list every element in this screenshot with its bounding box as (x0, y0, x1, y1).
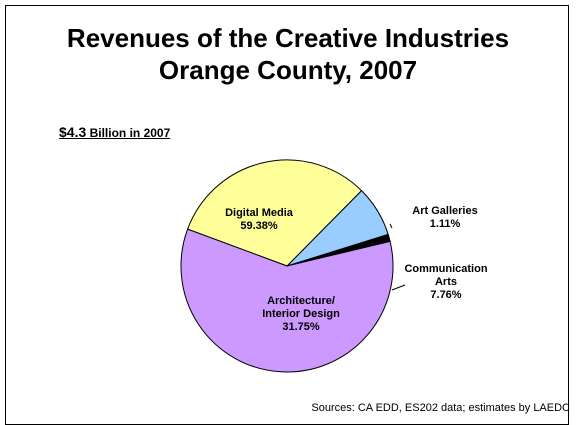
chart-title: Revenues of the Creative Industries Oran… (0, 22, 576, 86)
leader-line-0 (389, 223, 393, 229)
leader-line-1 (391, 284, 406, 291)
pie-slice-2 (186, 159, 363, 267)
title-line-1: Revenues of the Creative Industries (66, 23, 510, 53)
source-note: Sources: CA EDD, ES202 data; estimates b… (311, 402, 570, 414)
revenue-subtitle: $4.3 Billion in 2007 (59, 124, 170, 140)
subtitle-rest: Billion in 2007 (86, 126, 171, 140)
subtitle-amount: $4.3 (59, 124, 87, 140)
slice-label-2: Architecture/Interior Design 31.75% (262, 295, 340, 333)
slice-label-0: Art Galleries 1.11% (412, 205, 477, 230)
slice-label-1: Communication Arts 7.76% (404, 263, 487, 301)
slice-label-3: Digital Media 59.38% (225, 207, 294, 232)
title-line-2: Orange County, 2007 (158, 55, 418, 85)
pie-slice-3 (180, 228, 394, 373)
